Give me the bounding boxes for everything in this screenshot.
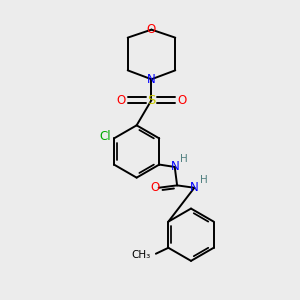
Text: H: H	[180, 154, 188, 164]
Text: N: N	[190, 181, 199, 194]
Text: O: O	[177, 94, 186, 106]
Text: O: O	[117, 94, 126, 106]
Text: O: O	[151, 181, 160, 194]
Text: N: N	[147, 73, 156, 86]
Text: N: N	[171, 160, 179, 173]
Text: H: H	[200, 175, 208, 185]
Text: S: S	[147, 94, 156, 106]
Text: O: O	[147, 23, 156, 36]
Text: Cl: Cl	[100, 130, 112, 143]
Text: CH₃: CH₃	[131, 250, 151, 260]
